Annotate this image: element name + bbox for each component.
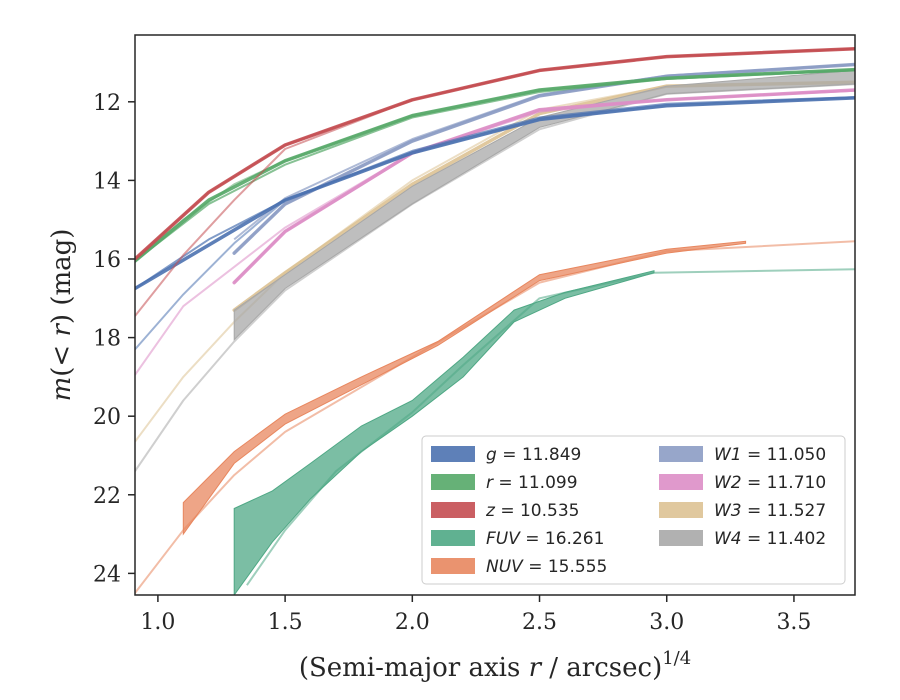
- x-tick-label: 1.0: [140, 610, 175, 635]
- y-axis-label-close: ) (mag): [47, 229, 77, 325]
- y-tick-label: 24: [93, 562, 121, 587]
- legend-label-w4: W4 = 11.402: [714, 529, 826, 549]
- legend: g = 11.849 r = 11.099 z = 10.535 FUV = 16.2…: [421, 435, 846, 585]
- x-tick-label: 2.5: [522, 610, 557, 635]
- legend-swatch-g: [431, 446, 475, 462]
- x-axis: 1.0 1.5 2.0 2.5 3.0 3.5: [140, 595, 811, 635]
- legend-swatch-w1: [659, 446, 703, 462]
- x-axis-label-rest: / arcsec): [541, 653, 662, 683]
- legend-label-w1: W1 = 11.050: [714, 445, 826, 465]
- series-w1-line: [233, 63, 855, 254]
- legend-label-w2: W2 = 11.710: [714, 473, 826, 493]
- y-tick-label: 18: [93, 327, 121, 352]
- legend-swatch-r: [431, 474, 475, 490]
- plot-frame: [134, 34, 856, 596]
- series-layer: [135, 47, 855, 595]
- series-w3-line: [135, 81, 855, 443]
- legend-label-r: r = 11.099: [486, 473, 578, 493]
- y-tick-label: 20: [93, 405, 121, 430]
- series-nuv-line: [135, 240, 855, 594]
- y-tick-label: 14: [93, 169, 121, 194]
- series-w4-band: [233, 69, 855, 341]
- x-tick-label: 3.5: [776, 610, 811, 635]
- y-axis-label: m(< r) (mag): [47, 229, 77, 402]
- legend-label-nuv: NUV = 15.555: [486, 557, 607, 577]
- y-axis: 12 14 16 18 20 22 24: [93, 91, 135, 587]
- x-axis-label-main: (Semi-major axis: [299, 653, 529, 683]
- legend-swatch-z: [431, 502, 475, 518]
- legend-swatch-nuv: [431, 558, 475, 574]
- x-tick-label: 3.0: [649, 610, 684, 635]
- legend-box: [421, 435, 846, 585]
- series-r-line: [135, 69, 855, 262]
- x-tick-label: 2.0: [395, 610, 430, 635]
- x-axis-label-var: r: [529, 653, 543, 683]
- legend-label-w3: W3 = 11.527: [714, 501, 826, 521]
- x-axis-label-power: 1/4: [662, 648, 691, 669]
- y-axis-label-m: m: [47, 377, 77, 402]
- y-tick-label: 12: [93, 91, 121, 116]
- legend-swatch-fuv: [431, 530, 475, 546]
- legend-swatch-w2: [659, 474, 703, 490]
- series-w1-band: [232, 62, 855, 255]
- y-axis-label-open: (: [47, 367, 77, 377]
- series-fuv-line: [246, 268, 855, 586]
- y-axis-label-r: r: [47, 323, 77, 337]
- y-tick-label: 22: [93, 484, 121, 509]
- legend-label-z: z = 10.535: [485, 501, 579, 521]
- series-g-line: [135, 96, 855, 290]
- legend-swatch-w4: [659, 530, 703, 546]
- x-tick-label: 1.5: [268, 610, 303, 635]
- legend-label-fuv: FUV = 16.261: [486, 529, 604, 549]
- y-tick-label: 16: [93, 248, 121, 273]
- x-axis-label: (Semi-major axis r / arcsec)1/4: [299, 648, 691, 683]
- series-nuv-band: [182, 240, 747, 536]
- y-axis-label-lt: <: [47, 337, 77, 367]
- series-z-line: [135, 47, 855, 260]
- legend-swatch-w3: [659, 502, 703, 518]
- series-w2-line: [233, 89, 855, 284]
- legend-label-g: g = 11.849: [486, 445, 581, 465]
